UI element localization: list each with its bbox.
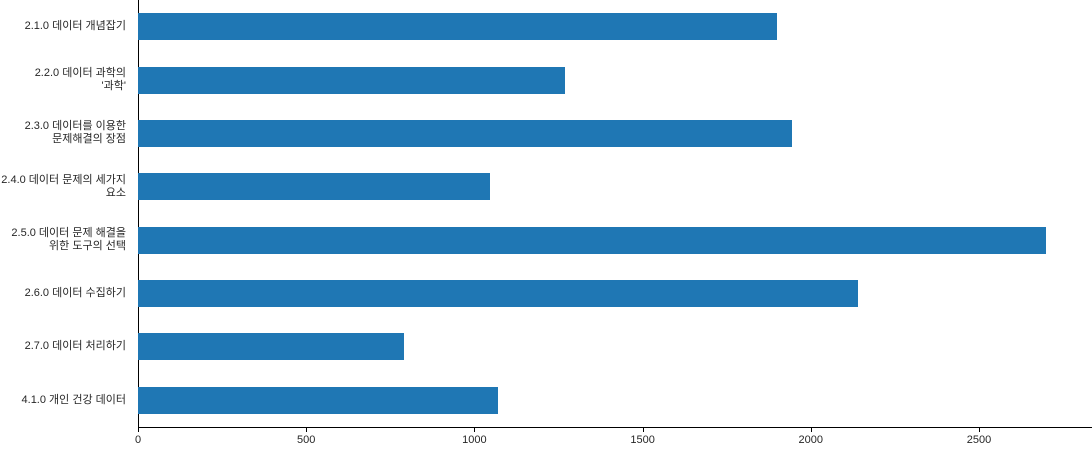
- x-tick-mark: [642, 428, 644, 432]
- y-axis-label: 2.6.0 데이터 수집하기: [24, 287, 126, 300]
- x-tick-mark: [138, 428, 139, 432]
- x-tick-label: 1000: [462, 434, 487, 446]
- bar: [138, 333, 404, 361]
- plot-area: [138, 0, 1091, 427]
- x-tick-mark: [810, 428, 812, 432]
- y-axis-label: 4.1.0 개인 건강 데이터: [21, 393, 126, 406]
- bar: [138, 386, 498, 414]
- x-tick-label: 500: [297, 434, 316, 446]
- x-tick-mark: [474, 428, 476, 432]
- y-axis-label: 2.2.0 데이터 과학의 '과학': [34, 67, 126, 93]
- x-tick-mark: [979, 428, 980, 432]
- x-tick-label: 0: [134, 434, 142, 446]
- y-axis-label: 2.4.0 데이터 문제의 세가지 요소: [1, 173, 126, 199]
- x-tick-label: 2500: [966, 434, 992, 446]
- y-axis-label: 2.1.0 데이터 개념잡기: [24, 20, 126, 33]
- bar: [138, 13, 778, 41]
- bar: [138, 173, 490, 201]
- y-axis-line: [138, 0, 139, 428]
- bar: [138, 280, 858, 308]
- x-tick-label: 2000: [798, 434, 824, 446]
- x-axis-line: [138, 427, 1092, 428]
- x-tick-mark: [306, 428, 308, 432]
- y-axis-label: 2.3.0 데이터를 이용한 문제해결의 장점: [24, 120, 126, 146]
- y-axis-label: 2.7.0 데이터 처리하기: [24, 340, 126, 353]
- bar: [138, 119, 793, 147]
- bar: [138, 66, 566, 94]
- x-tick-label: 1500: [630, 434, 655, 446]
- bar: [138, 226, 1047, 254]
- y-axis-label: 2.5.0 데이터 문제 해결을 위한 도구의 선택: [11, 227, 126, 253]
